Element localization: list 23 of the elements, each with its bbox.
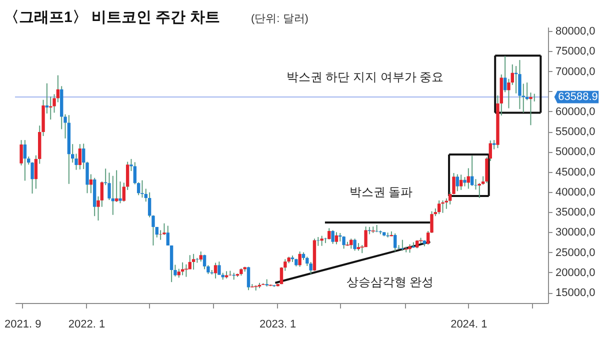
y-tick-label: 45000,0 xyxy=(556,166,596,178)
y-tick-label: 75000,0 xyxy=(556,46,596,58)
chart-subtitle: (단위: 달러) xyxy=(251,13,308,25)
y-tick-label: 25000,0 xyxy=(556,246,596,259)
y-tick-label: 55000,0 xyxy=(556,126,596,138)
annotation: 상승삼각형 완성 xyxy=(346,275,434,289)
y-tick-label: 35000,0 xyxy=(556,206,596,219)
x-tick-label: 2023. 1 xyxy=(259,318,296,330)
y-tick-label: 80000,0 xyxy=(556,26,596,38)
ref-line-label: 63588.9 xyxy=(558,91,598,104)
y-tick-label: 70000,0 xyxy=(556,66,596,78)
y-tick-label: 15000,0 xyxy=(556,287,596,300)
x-tick-label: 2024. 1 xyxy=(450,318,488,330)
y-tick-label: 30000,0 xyxy=(556,226,596,239)
y-tick-label: 50000,0 xyxy=(556,146,596,158)
x-tick-label: 2022. 1 xyxy=(68,318,106,330)
annotation: 박스권 돌파 xyxy=(349,185,413,199)
y-tick-label: 40000,0 xyxy=(556,186,596,198)
chart-title: 〈그래프1〉 비트코인 주간 차트 xyxy=(4,9,220,26)
x-tick-label: 2021. 9 xyxy=(4,318,42,330)
y-tick-label: 20000,0 xyxy=(556,266,596,279)
y-tick-label: 60000,0 xyxy=(556,106,596,118)
annotation: 박스권 하단 지지 여부가 중요 xyxy=(286,70,444,84)
